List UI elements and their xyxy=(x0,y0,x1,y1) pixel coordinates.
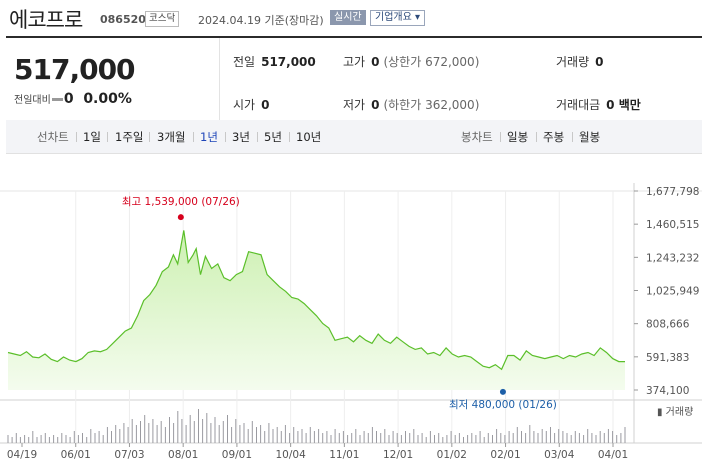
change-label: 전일대비 xyxy=(14,95,51,106)
volume-stat: 거래량 0 xyxy=(556,53,603,70)
quote-panel: 517,000 전일대비 0 0.00% 전일 517,000 고가 0 (상한가 67… xyxy=(6,36,702,123)
tab-separator xyxy=(193,132,194,142)
open-value: 0 xyxy=(261,98,270,112)
max-marker xyxy=(177,214,184,221)
tab-daily[interactable]: 일봉 xyxy=(507,130,529,144)
chart-markers: 최고 1,539,000 (07/26) 최저 480,000 (01/26) xyxy=(122,196,557,411)
x-axis-ticks: 04/19 06/01 07/03 08/01 09/01 10/04 11/01 12/01… xyxy=(7,443,628,461)
stock-name: 에코프로 xyxy=(9,8,83,32)
open-label: 시가 xyxy=(233,98,256,112)
volume-bars: ▮ 거래량 xyxy=(7,406,693,443)
price-area xyxy=(8,230,625,390)
tab-separator xyxy=(572,132,573,142)
candle-chart-label: 봉차트 xyxy=(461,130,493,144)
y-tick-label: 1,677,798 xyxy=(646,186,699,198)
tab-separator xyxy=(225,132,226,142)
market-badge: 코스닥 xyxy=(145,11,180,27)
realtime-button[interactable]: 실시간 xyxy=(330,10,366,25)
x-tick-label: 11/01 xyxy=(329,449,359,461)
min-marker xyxy=(499,388,506,395)
change-value: 0 xyxy=(63,91,74,107)
tab-1d[interactable]: 1일 xyxy=(83,130,101,144)
tab-separator xyxy=(149,132,150,142)
prev-close: 전일 517,000 xyxy=(233,53,316,70)
x-tick-label: 01/02 xyxy=(437,449,467,461)
low-value: 0 xyxy=(371,98,380,112)
y-tick-label: 1,460,515 xyxy=(646,219,699,231)
trade-amount: 거래대금 0 백만 xyxy=(556,96,641,113)
y-tick-label: 1,025,949 xyxy=(646,286,699,298)
tab-separator xyxy=(107,132,108,142)
tab-separator xyxy=(536,132,537,142)
stock-code: 086520 xyxy=(100,13,146,26)
tab-separator xyxy=(76,132,77,142)
price-change: 전일대비 0 0.00% xyxy=(14,91,132,107)
amount-value: 0 백만 xyxy=(606,98,641,112)
x-tick-label: 09/01 xyxy=(222,449,252,461)
tab-1w[interactable]: 1주일 xyxy=(115,130,144,144)
tab-5y[interactable]: 5년 xyxy=(264,130,282,144)
x-tick-label: 10/04 xyxy=(276,449,307,461)
high-label: 고가 xyxy=(343,55,366,69)
tab-1y[interactable]: 1년 xyxy=(200,130,218,144)
y-tick-label: 591,383 xyxy=(646,352,689,364)
y-tick-label: 374,100 xyxy=(646,385,689,397)
current-price: 517,000 xyxy=(14,53,136,86)
high-price: 고가 0 (상한가 672,000) xyxy=(343,53,479,70)
tab-separator xyxy=(500,132,501,142)
x-tick-label: 06/01 xyxy=(61,449,91,461)
amount-label: 거래대금 xyxy=(556,98,601,112)
lower-limit: (하한가 362,000) xyxy=(383,98,480,112)
base-date: 2024.04.19 기준(장마감) xyxy=(198,14,324,27)
x-tick-label: 03/04 xyxy=(544,449,575,461)
tab-3y[interactable]: 3년 xyxy=(232,130,250,144)
y-tick-label: 1,243,232 xyxy=(646,252,699,264)
company-info-dropdown[interactable]: 기업개요 ▾ xyxy=(370,10,425,26)
y-axis-ticks: 1,677,798 1,460,515 1,243,232 1,025,949 808,… xyxy=(634,186,699,397)
change-percent: 0.00% xyxy=(83,91,132,107)
tab-separator xyxy=(289,132,290,142)
tab-weekly[interactable]: 주봉 xyxy=(543,130,565,144)
price-line xyxy=(7,230,625,371)
stock-header: 에코프로 086520 코스닥 2024.04.19 기준(장마감) 실시간 기… xyxy=(0,0,702,36)
min-label: 최저 480,000 (01/26) xyxy=(449,399,557,411)
tab-3m[interactable]: 3개월 xyxy=(157,130,186,144)
flat-icon xyxy=(51,97,63,101)
line-chart-label: 선차트 xyxy=(37,130,69,144)
volume-label: 거래량 xyxy=(556,55,590,69)
x-tick-label: 12/01 xyxy=(383,449,413,461)
tab-separator xyxy=(257,132,258,142)
divider xyxy=(219,38,220,122)
volume-legend: ▮ 거래량 xyxy=(657,406,693,418)
tab-monthly[interactable]: 월봉 xyxy=(579,130,601,144)
prev-close-label: 전일 xyxy=(233,55,256,69)
y-tick-label: 808,666 xyxy=(646,319,690,331)
chart-tabs: 선차트 1일 1주일 3개월 1년 3년 5년 10년 봉차트 일봉 주봉 월봉 xyxy=(6,120,702,154)
max-label: 최고 1,539,000 (07/26) xyxy=(122,196,240,208)
x-tick-label: 04/19 xyxy=(7,449,37,461)
x-tick-label: 07/03 xyxy=(114,449,144,461)
x-tick-label: 08/01 xyxy=(168,449,198,461)
x-tick-label: 04/01 xyxy=(598,449,628,461)
x-tick-label: 02/01 xyxy=(490,449,520,461)
chart-grid xyxy=(0,183,702,444)
open-price: 시가 0 xyxy=(233,96,269,113)
high-value: 0 xyxy=(371,55,380,69)
prev-close-value: 517,000 xyxy=(261,55,316,69)
low-label: 저가 xyxy=(343,98,366,112)
low-price: 저가 0 (하한가 362,000) xyxy=(343,96,479,113)
price-chart: 최고 1,539,000 (07/26) 최저 480,000 (01/26) 1… xyxy=(0,183,702,461)
volume-value: 0 xyxy=(595,55,604,69)
upper-limit: (상한가 672,000) xyxy=(383,55,480,69)
tab-10y[interactable]: 10년 xyxy=(296,130,322,144)
